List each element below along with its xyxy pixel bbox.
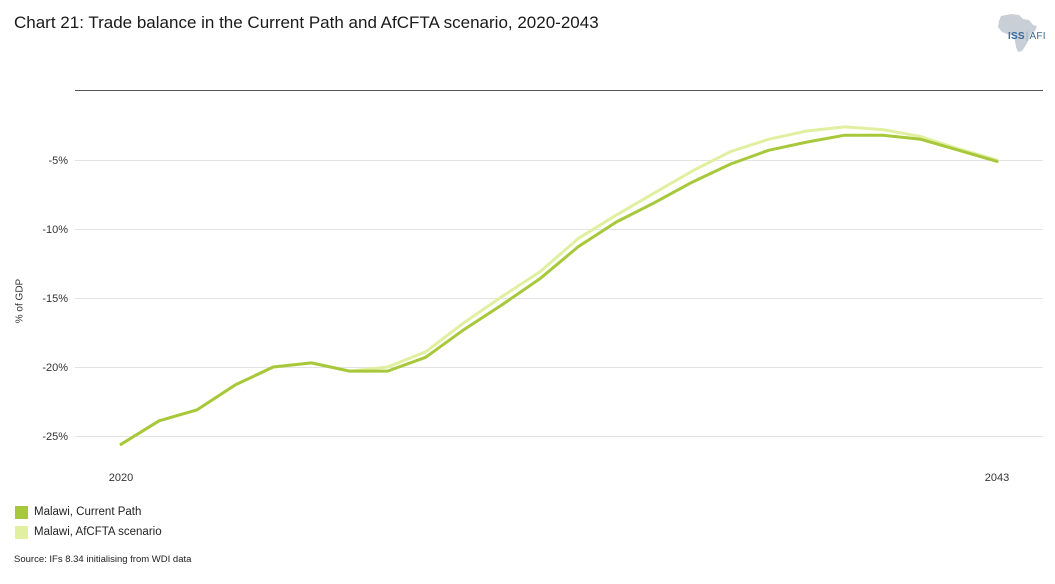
x-tick-label: 2020 [109, 472, 133, 484]
y-tick-label: -20% [42, 362, 68, 374]
legend: Malawi, Current Path Malawi, AfCFTA scen… [15, 502, 162, 542]
logo-sub-text: AFI [1029, 31, 1046, 42]
y-tick-label: -15% [42, 293, 68, 305]
legend-swatch-afcfta [15, 525, 28, 539]
series-line-afcfta [119, 125, 999, 446]
y-tick-label: -10% [42, 224, 68, 236]
x-tick-labels: 2020 2043 [109, 472, 1009, 484]
legend-item-afcfta: Malawi, AfCFTA scenario [15, 522, 162, 542]
logo-separator: | [1025, 31, 1029, 42]
series-layer [119, 125, 999, 446]
y-axis-label: % of GDP [14, 278, 26, 324]
y-tick-label: -25% [42, 431, 68, 443]
legend-swatch-current-path [15, 505, 28, 519]
chart-title: Chart 21: Trade balance in the Current P… [14, 13, 599, 32]
iss-afi-logo: ISS|AFI [1008, 31, 1046, 42]
y-tick-labels: -5% -10% -15% -20% -25% [42, 155, 68, 443]
series-line-current-path [119, 133, 999, 446]
legend-label-afcfta: Malawi, AfCFTA scenario [34, 526, 162, 538]
source-note: Source: IFs 8.34 initialising from WDI d… [14, 554, 192, 565]
africa-map-icon [998, 14, 1037, 52]
grid-layer [75, 160, 1043, 437]
logo-main-text: ISS [1008, 31, 1025, 42]
y-tick-label: -5% [48, 155, 68, 167]
x-tick-label: 2043 [985, 472, 1009, 484]
legend-item-current-path: Malawi, Current Path [15, 502, 162, 522]
legend-label-current-path: Malawi, Current Path [34, 506, 142, 518]
